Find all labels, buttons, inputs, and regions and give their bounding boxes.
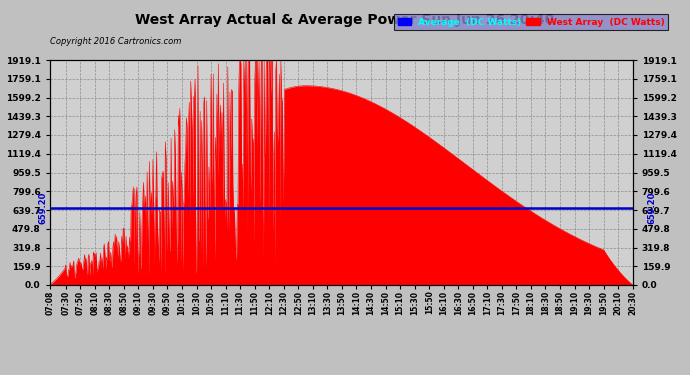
Text: 659.20: 659.20 xyxy=(39,192,48,224)
Text: 659.20: 659.20 xyxy=(647,192,656,224)
Text: West Array Actual & Average Power Sun Jun 26 20:40: West Array Actual & Average Power Sun Ju… xyxy=(135,13,555,27)
Text: Copyright 2016 Cartronics.com: Copyright 2016 Cartronics.com xyxy=(50,38,181,46)
Legend: Average  (DC Watts), West Array  (DC Watts): Average (DC Watts), West Array (DC Watts… xyxy=(394,14,668,30)
